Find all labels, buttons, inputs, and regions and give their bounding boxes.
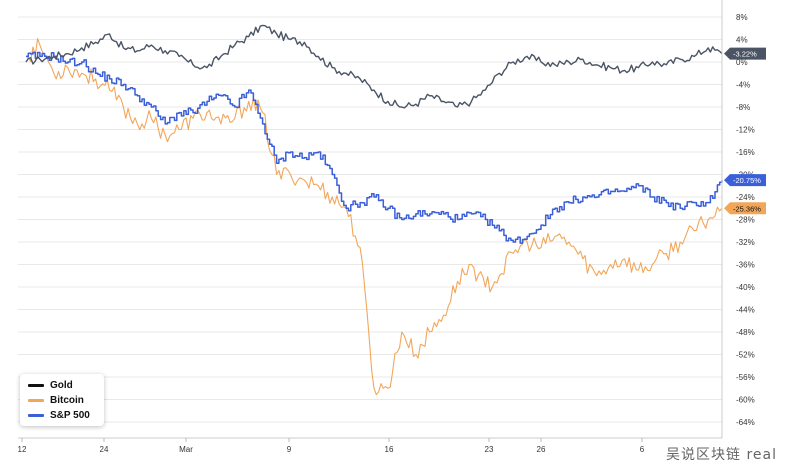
badge-sp500: -20.75% (724, 174, 766, 187)
series-line-sp500 (26, 51, 723, 244)
end-value-badges: -3.22% -25.36% -20.75% (724, 47, 766, 215)
legend-item-gold[interactable]: Gold (20, 378, 104, 393)
y-tick-label: -64% (736, 418, 755, 427)
x-tick-label: 23 (485, 445, 494, 454)
y-tick-label: 0% (736, 58, 748, 67)
badge-label: -3.22% (733, 50, 757, 59)
y-tick-label: -36% (736, 261, 755, 270)
x-tick-label: 12 (18, 445, 27, 454)
legend-label-gold: Gold (50, 380, 73, 391)
legend-swatch-gold (28, 384, 44, 387)
x-tick-label: 26 (537, 445, 546, 454)
series-line-gold (25, 24, 723, 109)
y-axis: 8%4%0%-4%-8%-12%-16%-20%-24%-28%-32%-36%… (721, 0, 755, 438)
watermark-text: 吴说区块链 real (666, 447, 777, 463)
x-tick-label: 16 (385, 445, 394, 454)
badge-shape (724, 47, 766, 60)
badge-label: -25.36% (733, 204, 761, 213)
y-tick-label: 4% (736, 36, 748, 45)
y-tick-label: -16% (736, 148, 755, 157)
x-tick-label: 24 (100, 445, 109, 454)
x-axis: 12 24 Mar 9 16 23 26 6 (18, 437, 722, 454)
series-lines (25, 24, 723, 396)
legend-swatch-bitcoin (28, 399, 44, 402)
y-tick-label: -8% (736, 103, 750, 112)
y-tick-label: -28% (736, 216, 755, 225)
x-tick-label: Mar (179, 445, 193, 454)
legend-label-bitcoin: Bitcoin (50, 395, 84, 406)
y-tick-label: -12% (736, 126, 755, 135)
badge-gold: -3.22% (724, 47, 766, 60)
y-tick-label: -56% (736, 373, 755, 382)
y-tick-label: -24% (736, 193, 755, 202)
x-tick-label: 6 (640, 445, 645, 454)
y-tick-label: -44% (736, 306, 755, 315)
legend-label-sp500: S&P 500 (50, 410, 90, 421)
x-tick-label: 9 (287, 445, 292, 454)
grid-lines (18, 16, 722, 423)
badge-label: -20.75% (733, 176, 761, 185)
legend-item-bitcoin[interactable]: Bitcoin (20, 393, 104, 408)
legend-swatch-sp500 (28, 414, 44, 417)
badge-shape (724, 202, 766, 215)
badge-shape (724, 174, 766, 187)
y-tick-label: -40% (736, 283, 755, 292)
y-tick-label: -4% (736, 81, 750, 90)
legend-item-sp500[interactable]: S&P 500 (20, 408, 104, 423)
series-line-bitcoin (25, 37, 723, 396)
y-tick-label: 8% (736, 13, 748, 22)
badge-bitcoin: -25.36% (724, 202, 766, 215)
y-tick-label: -48% (736, 328, 755, 337)
y-tick-label: -60% (736, 396, 755, 405)
y-tick-label: -52% (736, 351, 755, 360)
legend: Gold Bitcoin S&P 500 (20, 374, 104, 426)
y-tick-label: -32% (736, 238, 755, 247)
